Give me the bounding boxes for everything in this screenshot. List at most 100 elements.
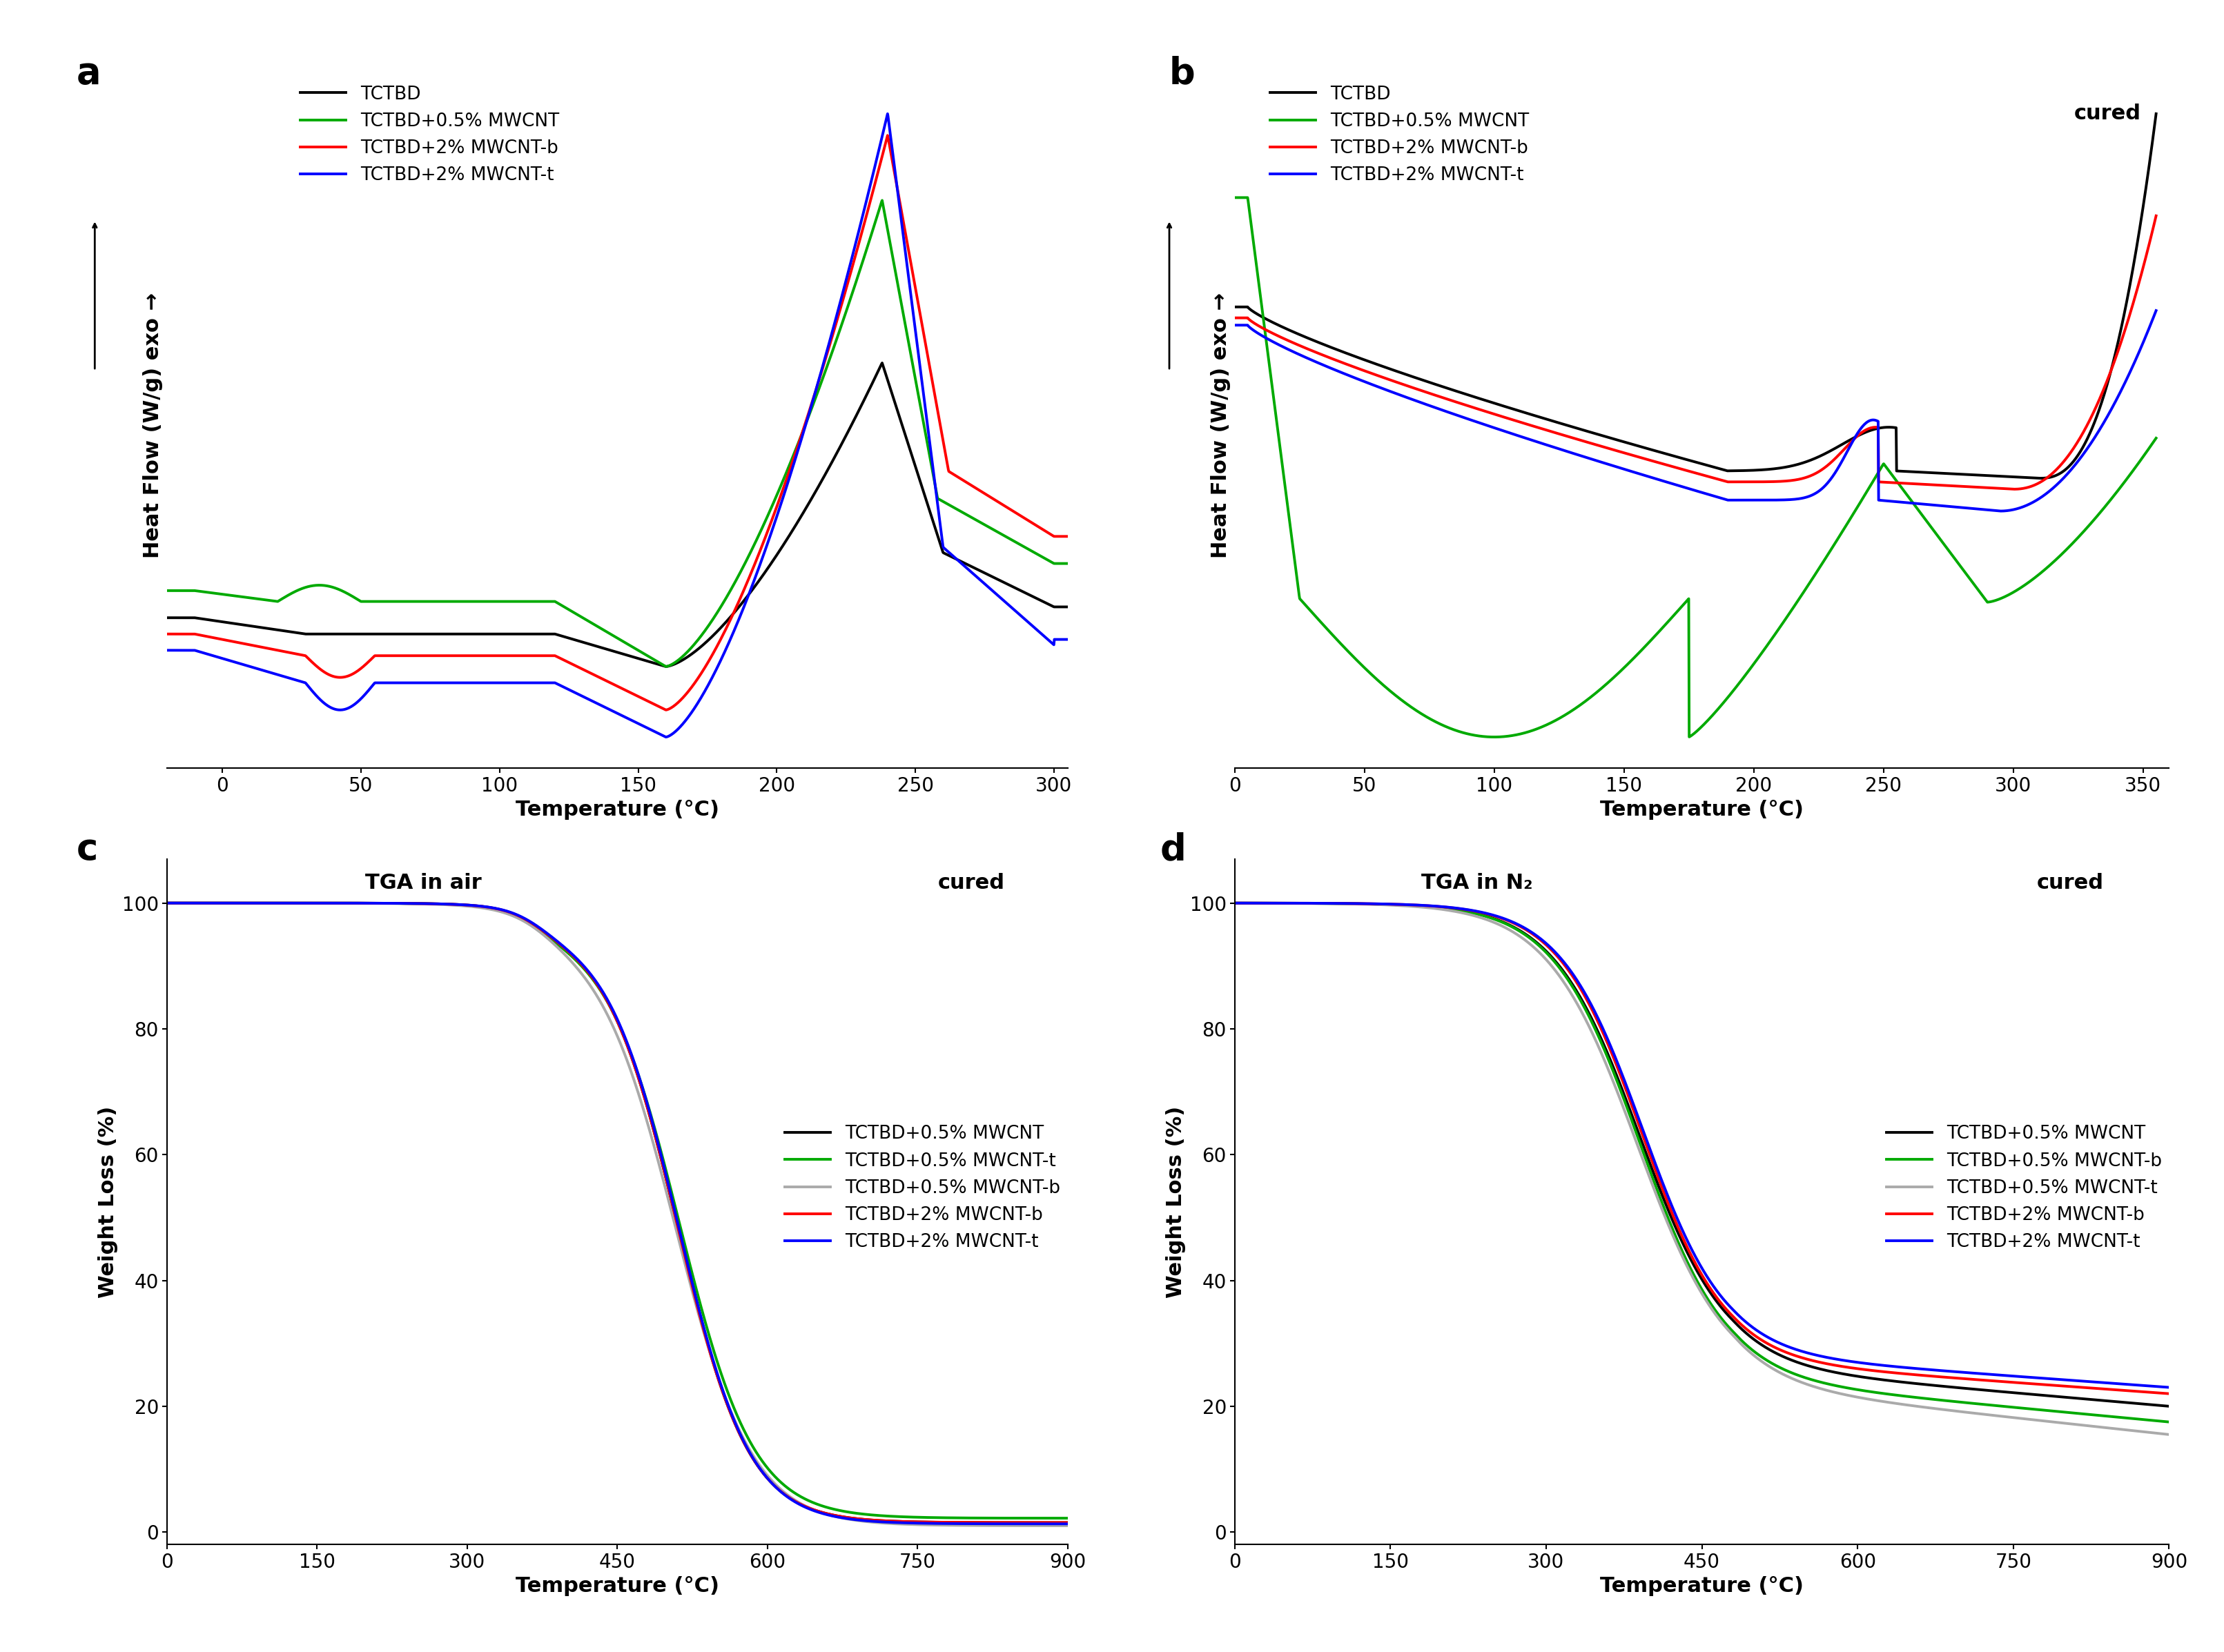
TCTBD+2% MWCNT-b bbox=[863, 167, 890, 187]
TCTBD+2% MWCNT-t bbox=[567, 953, 594, 973]
TCTBD+0.5% MWCNT bbox=[870, 190, 896, 210]
Line: TCTBD+2% MWCNT-t: TCTBD+2% MWCNT-t bbox=[1234, 904, 2168, 1388]
TCTBD+0.5% MWCNT-t bbox=[1027, 1508, 1054, 1528]
TCTBD+0.5% MWCNT bbox=[863, 1510, 890, 1530]
TCTBD+0.5% MWCNT-t bbox=[2128, 1422, 2155, 1442]
Legend: TCTBD+0.5% MWCNT, TCTBD+0.5% MWCNT-t, TCTBD+0.5% MWCNT-b, TCTBD+2% MWCNT-b, TCTB: TCTBD+0.5% MWCNT, TCTBD+0.5% MWCNT-t, TC… bbox=[778, 1118, 1068, 1259]
TCTBD+2% MWCNT-b bbox=[567, 955, 594, 975]
TCTBD+2% MWCNT-t bbox=[2128, 1376, 2155, 1396]
Legend: TCTBD, TCTBD+0.5% MWCNT, TCTBD+2% MWCNT-b, TCTBD+2% MWCNT-t: TCTBD, TCTBD+0.5% MWCNT, TCTBD+2% MWCNT-… bbox=[294, 78, 567, 192]
TCTBD bbox=[1027, 591, 1054, 611]
X-axis label: Temperature (°C): Temperature (°C) bbox=[1599, 800, 1804, 819]
TCTBD+0.5% MWCNT bbox=[592, 621, 618, 641]
TCTBD+2% MWCNT-b bbox=[1027, 1513, 1054, 1533]
Legend: TCTBD, TCTBD+0.5% MWCNT, TCTBD+2% MWCNT-b, TCTBD+2% MWCNT-t: TCTBD, TCTBD+0.5% MWCNT, TCTBD+2% MWCNT-… bbox=[1261, 78, 1535, 192]
TCTBD+2% MWCNT-b bbox=[1054, 527, 1081, 547]
TCTBD+2% MWCNT-t bbox=[1986, 501, 2013, 520]
TCTBD+0.5% MWCNT bbox=[2115, 466, 2142, 486]
TCTBD+0.5% MWCNT bbox=[1268, 451, 1294, 471]
TCTBD+0.5% MWCNT bbox=[1027, 1513, 1054, 1533]
TCTBD+2% MWCNT-t bbox=[1027, 1513, 1054, 1533]
TCTBD+0.5% MWCNT-b bbox=[1027, 1517, 1054, 1536]
TCTBD bbox=[2115, 276, 2142, 296]
TCTBD+2% MWCNT-b bbox=[200, 628, 227, 648]
TCTBD+0.5% MWCNT bbox=[2128, 1394, 2155, 1414]
TCTBD+2% MWCNT-t bbox=[1030, 624, 1056, 644]
Y-axis label: Weight Loss (%): Weight Loss (%) bbox=[1165, 1105, 1185, 1298]
TCTBD+2% MWCNT-t bbox=[1221, 316, 1248, 335]
TCTBD bbox=[2026, 468, 2053, 487]
TCTBD bbox=[1268, 317, 1294, 337]
TCTBD+0.5% MWCNT bbox=[200, 894, 227, 914]
Y-axis label: Heat Flow (W/g) exo →: Heat Flow (W/g) exo → bbox=[142, 292, 162, 558]
TCTBD+2% MWCNT-b bbox=[2142, 206, 2168, 226]
TCTBD+2% MWCNT-b bbox=[1030, 519, 1056, 539]
TCTBD+2% MWCNT-t bbox=[1957, 1363, 1984, 1383]
TCTBD bbox=[200, 611, 227, 631]
TCTBD+0.5% MWCNT bbox=[1481, 727, 1508, 747]
Text: b: b bbox=[1170, 55, 1194, 91]
TCTBD+0.5% MWCNT-t bbox=[1221, 894, 1248, 914]
TCTBD+2% MWCNT-t bbox=[200, 646, 227, 666]
TCTBD+0.5% MWCNT-t bbox=[1054, 1508, 1081, 1528]
TCTBD+0.5% MWCNT-t bbox=[153, 894, 180, 914]
Text: c: c bbox=[76, 831, 98, 867]
Line: TCTBD+0.5% MWCNT: TCTBD+0.5% MWCNT bbox=[1234, 198, 2155, 737]
TCTBD+0.5% MWCNT-b bbox=[1221, 894, 1248, 914]
TCTBD+2% MWCNT-b bbox=[153, 894, 180, 914]
TCTBD+2% MWCNT-b bbox=[567, 659, 594, 679]
TCTBD+0.5% MWCNT bbox=[2142, 428, 2168, 448]
TCTBD+2% MWCNT-b bbox=[1957, 1370, 1984, 1389]
TCTBD bbox=[592, 639, 618, 659]
TCTBD+0.5% MWCNT bbox=[1957, 1379, 1984, 1399]
TCTBD+0.5% MWCNT bbox=[1650, 1191, 1677, 1211]
TCTBD+0.5% MWCNT-b bbox=[1054, 1517, 1081, 1536]
Text: TGA in N₂: TGA in N₂ bbox=[1421, 872, 1532, 892]
Legend: TCTBD+0.5% MWCNT, TCTBD+0.5% MWCNT-b, TCTBD+0.5% MWCNT-t, TCTBD+2% MWCNT-b, TCTB: TCTBD+0.5% MWCNT, TCTBD+0.5% MWCNT-b, TC… bbox=[1879, 1118, 2168, 1259]
TCTBD+0.5% MWCNT-t bbox=[863, 1505, 890, 1525]
Line: TCTBD+2% MWCNT-b: TCTBD+2% MWCNT-b bbox=[1234, 216, 2155, 489]
Line: TCTBD+2% MWCNT-t: TCTBD+2% MWCNT-t bbox=[167, 114, 1068, 737]
Text: cured: cured bbox=[2037, 872, 2104, 892]
TCTBD bbox=[1668, 449, 1695, 469]
TCTBD+0.5% MWCNT bbox=[567, 606, 594, 626]
TCTBD+0.5% MWCNT-t bbox=[567, 955, 594, 975]
Line: TCTBD+0.5% MWCNT-b: TCTBD+0.5% MWCNT-b bbox=[167, 904, 1068, 1526]
TCTBD+2% MWCNT-b bbox=[1268, 327, 1294, 347]
TCTBD+0.5% MWCNT bbox=[1030, 547, 1056, 567]
TCTBD+2% MWCNT-b bbox=[2115, 306, 2142, 325]
TCTBD+2% MWCNT-t bbox=[592, 986, 618, 1006]
TCTBD+2% MWCNT-b bbox=[874, 126, 901, 145]
TCTBD+2% MWCNT-b bbox=[1221, 894, 1248, 914]
TCTBD+0.5% MWCNT bbox=[567, 955, 594, 975]
TCTBD+2% MWCNT-t bbox=[567, 686, 594, 705]
TCTBD+0.5% MWCNT-b bbox=[2128, 1409, 2155, 1429]
TCTBD+0.5% MWCNT-b bbox=[1650, 1198, 1677, 1218]
TCTBD+0.5% MWCNT bbox=[1670, 595, 1697, 615]
TCTBD+2% MWCNT-b bbox=[652, 700, 678, 720]
TCTBD+2% MWCNT-t bbox=[2128, 1376, 2155, 1396]
Text: TGA in air: TGA in air bbox=[365, 872, 480, 892]
TCTBD+0.5% MWCNT bbox=[153, 894, 180, 914]
TCTBD+2% MWCNT-t bbox=[2115, 363, 2142, 383]
TCTBD+2% MWCNT-b bbox=[200, 894, 227, 914]
TCTBD bbox=[870, 354, 896, 373]
TCTBD+0.5% MWCNT bbox=[1221, 894, 1248, 914]
TCTBD+2% MWCNT-b bbox=[1268, 894, 1294, 914]
Text: cured: cured bbox=[939, 872, 1005, 892]
TCTBD+2% MWCNT-b bbox=[1650, 1184, 1677, 1204]
TCTBD+0.5% MWCNT-b bbox=[200, 894, 227, 914]
TCTBD+2% MWCNT-b bbox=[1644, 453, 1670, 472]
TCTBD+2% MWCNT-t bbox=[652, 727, 678, 747]
TCTBD+0.5% MWCNT-b bbox=[863, 1513, 890, 1533]
TCTBD+0.5% MWCNT-b bbox=[2155, 1412, 2182, 1432]
Y-axis label: Heat Flow (W/g) exo →: Heat Flow (W/g) exo → bbox=[1210, 292, 1230, 558]
TCTBD+0.5% MWCNT-t bbox=[200, 894, 227, 914]
Line: TCTBD: TCTBD bbox=[1234, 114, 2155, 477]
TCTBD+2% MWCNT-t bbox=[1668, 477, 1695, 497]
TCTBD+2% MWCNT-t bbox=[1268, 894, 1294, 914]
TCTBD+0.5% MWCNT-t bbox=[1027, 1508, 1054, 1528]
TCTBD+0.5% MWCNT-b bbox=[1675, 1256, 1701, 1275]
TCTBD bbox=[567, 631, 594, 651]
X-axis label: Temperature (°C): Temperature (°C) bbox=[516, 800, 718, 819]
